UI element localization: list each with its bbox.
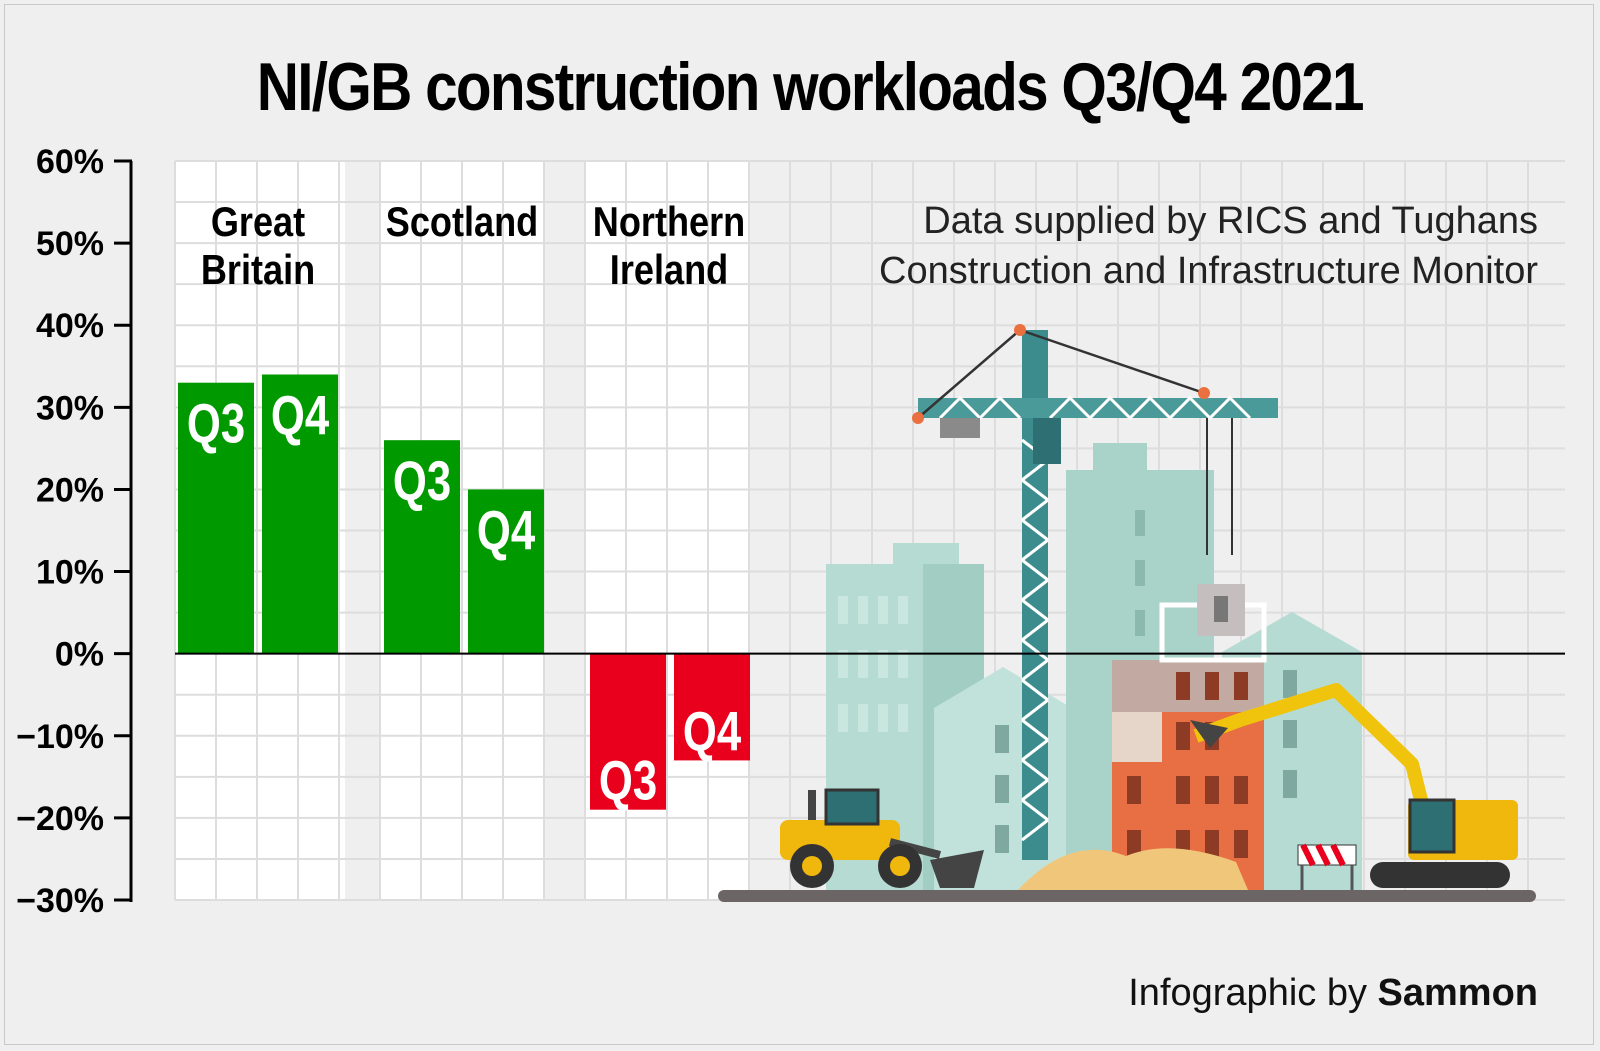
building-left-windows — [838, 596, 908, 732]
y-tick-label: 50% — [36, 225, 104, 263]
category-label: Ireland — [610, 248, 728, 294]
building-left-roof — [893, 543, 959, 567]
source-line-1: Data supplied by RICS and Tughans — [923, 200, 1538, 242]
bar-label: Q4 — [477, 499, 535, 561]
bar-scotland-q3 — [384, 440, 460, 654]
bar-label: Q4 — [271, 384, 329, 446]
y-tick-label: −10% — [16, 718, 104, 756]
bar-label: Q4 — [683, 700, 741, 762]
credit-prefix: Infographic by — [1128, 972, 1378, 1014]
category-label: Britain — [201, 248, 315, 294]
house-left-windows — [995, 725, 1009, 853]
bulldozer — [780, 788, 984, 888]
y-tick-label: 10% — [36, 554, 104, 592]
ground — [718, 890, 1536, 902]
bar-label: Q3 — [393, 450, 451, 512]
tower-crane — [912, 324, 1278, 860]
y-tick-label: 60% — [36, 143, 104, 181]
bar-northern-ireland-q3 — [590, 653, 666, 810]
y-tick-label: −30% — [16, 882, 104, 920]
category-label: Great — [211, 200, 305, 246]
y-tick-label: 40% — [36, 307, 104, 345]
y-tick-label: −20% — [16, 800, 104, 838]
y-axis: 60% 50% 40% 30% 20% 10% 0% −10% −20% −30% — [16, 143, 133, 920]
road-barrier — [1297, 843, 1357, 890]
bar-northern-ireland-q4 — [674, 653, 750, 761]
bar-label: Q3 — [187, 393, 245, 455]
category-label: Northern — [593, 200, 745, 246]
building-tall-roof — [1093, 443, 1147, 473]
y-tick-label: 30% — [36, 389, 104, 427]
bar-scotland-q4 — [468, 489, 544, 654]
y-tick-label: 20% — [36, 471, 104, 509]
credit-name: Sammon — [1377, 972, 1538, 1014]
bar-label: Q3 — [599, 749, 657, 811]
category-label: Scotland — [386, 200, 538, 246]
construction-floor-panel — [1112, 712, 1162, 762]
excavator — [1190, 683, 1518, 888]
building-tall-windows — [1135, 510, 1145, 636]
house-right-windows — [1283, 670, 1297, 798]
bar-great-britain-q4 — [262, 374, 338, 654]
source-line-2: Construction and Infrastructure Monitor — [879, 250, 1538, 292]
construction-site-illustration — [718, 324, 1536, 902]
chart-title: NI/GB construction workloads Q3/Q4 2021 — [256, 49, 1365, 125]
bar-great-britain-q3 — [178, 382, 254, 654]
bars: Q3 Q4 Q3 Q4 Q3 Q4 — [175, 374, 1565, 812]
construction-windows — [1127, 672, 1248, 858]
source-note: Data supplied by RICS and Tughans Constr… — [879, 196, 1538, 296]
y-tick-label: 0% — [55, 636, 104, 674]
credit: Infographic by Sammon — [1128, 972, 1538, 1015]
sand-pile — [1018, 848, 1248, 890]
